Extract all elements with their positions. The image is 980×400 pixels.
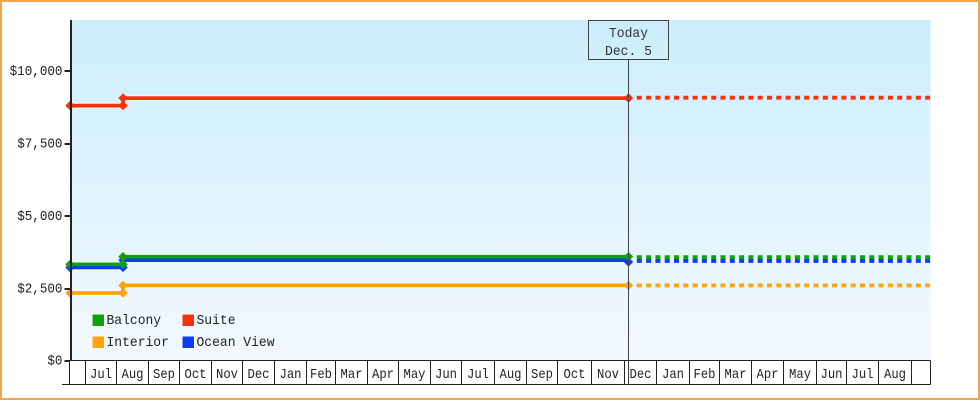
svg-text:Today: Today xyxy=(609,26,648,42)
svg-text:Nov: Nov xyxy=(597,367,619,383)
svg-text:May: May xyxy=(789,367,811,383)
svg-text:Suite: Suite xyxy=(197,313,236,329)
svg-text:Jun: Jun xyxy=(435,367,457,383)
svg-text:Jul: Jul xyxy=(467,367,489,383)
svg-text:$7,500: $7,500 xyxy=(17,136,62,152)
svg-text:Dec. 5: Dec. 5 xyxy=(605,44,652,60)
svg-text:Oct: Oct xyxy=(185,367,207,383)
svg-text:Jan: Jan xyxy=(280,367,302,383)
svg-text:Mar: Mar xyxy=(725,367,747,383)
svg-text:$2,500: $2,500 xyxy=(17,281,62,297)
svg-text:$10,000: $10,000 xyxy=(10,64,63,80)
svg-text:Mar: Mar xyxy=(341,367,363,383)
svg-text:Ocean View: Ocean View xyxy=(197,335,276,351)
svg-text:Apr: Apr xyxy=(757,367,779,383)
svg-text:Nov: Nov xyxy=(216,367,238,383)
svg-text:Balcony: Balcony xyxy=(107,313,162,329)
svg-text:Jul: Jul xyxy=(90,367,112,383)
svg-text:Aug: Aug xyxy=(884,367,906,383)
svg-text:$5,000: $5,000 xyxy=(17,209,62,225)
svg-text:Jan: Jan xyxy=(662,367,684,383)
svg-text:Feb: Feb xyxy=(310,367,332,383)
svg-text:Dec: Dec xyxy=(248,367,270,383)
svg-text:Sep: Sep xyxy=(153,367,175,383)
svg-text:Oct: Oct xyxy=(564,367,586,383)
svg-text:Feb: Feb xyxy=(694,367,716,383)
svg-text:Aug: Aug xyxy=(122,367,144,383)
svg-text:Aug: Aug xyxy=(500,367,522,383)
svg-text:Sep: Sep xyxy=(531,367,553,383)
svg-text:Interior: Interior xyxy=(107,335,169,351)
svg-text:Dec: Dec xyxy=(630,367,652,383)
svg-text:Jul: Jul xyxy=(852,367,874,383)
svg-text:Jun: Jun xyxy=(821,367,843,383)
svg-text:$0: $0 xyxy=(47,353,62,369)
svg-text:May: May xyxy=(404,367,426,383)
svg-text:Apr: Apr xyxy=(372,367,394,383)
